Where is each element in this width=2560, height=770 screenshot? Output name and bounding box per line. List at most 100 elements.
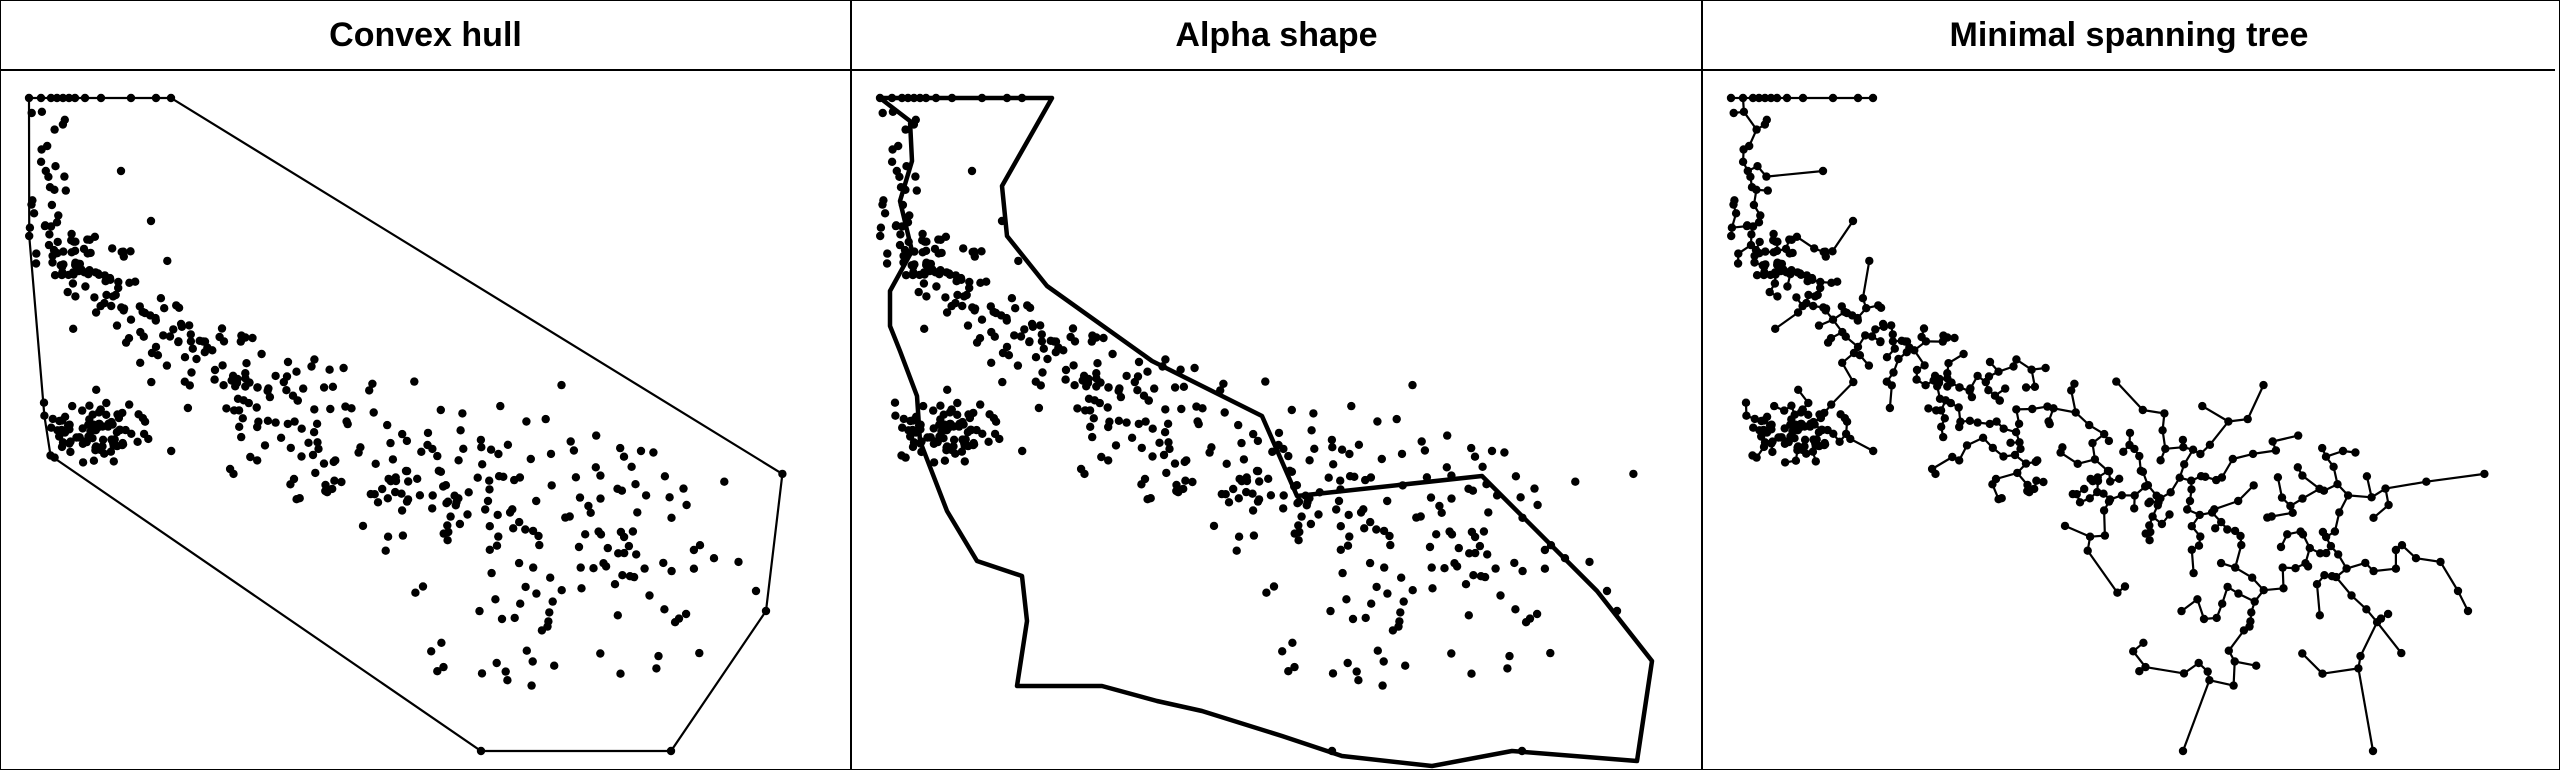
data-point (1051, 348, 1060, 357)
data-point (2187, 545, 2196, 554)
data-point (283, 419, 292, 429)
data-point (1343, 658, 1352, 668)
data-point (492, 658, 501, 668)
data-point (402, 436, 412, 446)
data-point (2391, 545, 2401, 555)
data-point (1988, 443, 1997, 453)
data-point (433, 451, 442, 461)
data-point (1367, 599, 1376, 608)
data-point (83, 235, 92, 244)
data-point (1237, 438, 1246, 448)
data-point (2083, 546, 2092, 555)
data-point (36, 157, 46, 166)
data-point (1205, 448, 1214, 457)
data-point (1518, 566, 1527, 576)
data-point (41, 166, 50, 176)
data-point (1869, 446, 1878, 456)
data-point (2117, 491, 2127, 500)
data-point (509, 524, 518, 533)
data-point (1765, 287, 1774, 297)
data-point (1306, 519, 1316, 529)
data-point (1397, 449, 1407, 459)
data-point (915, 93, 925, 103)
data-point (958, 417, 967, 427)
data-point (436, 405, 445, 415)
data-point (283, 357, 293, 367)
data-point (933, 437, 942, 447)
data-point (667, 513, 676, 522)
data-point (1841, 332, 1850, 341)
data-point (2189, 568, 2198, 578)
data-point (2223, 525, 2232, 534)
data-point (2229, 681, 2238, 690)
data-point (217, 324, 227, 333)
data-point (1011, 304, 1020, 313)
data-point (569, 446, 579, 455)
mst-edge (1831, 220, 1854, 252)
data-point (2362, 605, 2371, 614)
data-point (947, 93, 957, 103)
data-point (64, 93, 74, 103)
data-point (218, 361, 227, 370)
mst-edge (2181, 679, 2211, 752)
data-point (2247, 608, 2256, 617)
data-point (477, 669, 487, 678)
data-point (1798, 93, 1808, 103)
data-point (2278, 563, 2287, 572)
data-point (1383, 496, 1392, 506)
data-point (1612, 606, 1622, 616)
data-point (1771, 324, 1780, 333)
data-point (91, 442, 101, 451)
data-point (1427, 563, 1436, 572)
data-point (1274, 428, 1284, 438)
data-point (1546, 541, 1556, 550)
data-point (666, 746, 676, 756)
data-point (477, 443, 486, 452)
data-point (897, 93, 907, 103)
data-point (1224, 498, 1234, 507)
data-point (2372, 618, 2382, 627)
data-point (116, 166, 126, 176)
data-point (2031, 457, 2040, 467)
data-point (1492, 491, 1502, 500)
data-point (2145, 521, 2154, 530)
mst-edge (2201, 405, 2229, 423)
data-point (989, 307, 998, 317)
data-point (2196, 472, 2206, 481)
data-point (1747, 230, 1756, 239)
data-point (1380, 563, 1389, 572)
data-point (546, 449, 556, 459)
data-point (109, 457, 119, 466)
data-point (1188, 477, 1197, 487)
data-point (2130, 504, 2139, 513)
data-point (1084, 394, 1094, 403)
data-point (2070, 379, 2079, 388)
data-point (1823, 338, 1833, 347)
data-point (1752, 125, 1761, 134)
data-point (2298, 494, 2307, 503)
data-point (1234, 532, 1244, 541)
data-point (1084, 374, 1093, 384)
data-point (1284, 667, 1293, 676)
data-point (897, 451, 906, 460)
data-point (1959, 349, 1968, 359)
alpha-shape-outline (877, 95, 1655, 769)
data-point (2271, 446, 2281, 455)
data-point (2246, 617, 2255, 626)
data-point (1754, 93, 1764, 103)
mst-edge (2246, 384, 2265, 420)
data-point (1739, 145, 1748, 154)
data-point (1853, 93, 1863, 103)
data-point (108, 244, 117, 253)
data-point (354, 448, 363, 457)
data-point (383, 494, 392, 503)
data-point (443, 521, 452, 530)
data-point (2326, 541, 2336, 551)
data-point (914, 421, 924, 430)
mst-edge (2145, 666, 2185, 675)
data-point (1027, 319, 1037, 329)
data-point (1219, 379, 1228, 388)
data-point (309, 428, 319, 437)
data-point (234, 406, 244, 415)
data-point (119, 304, 129, 313)
